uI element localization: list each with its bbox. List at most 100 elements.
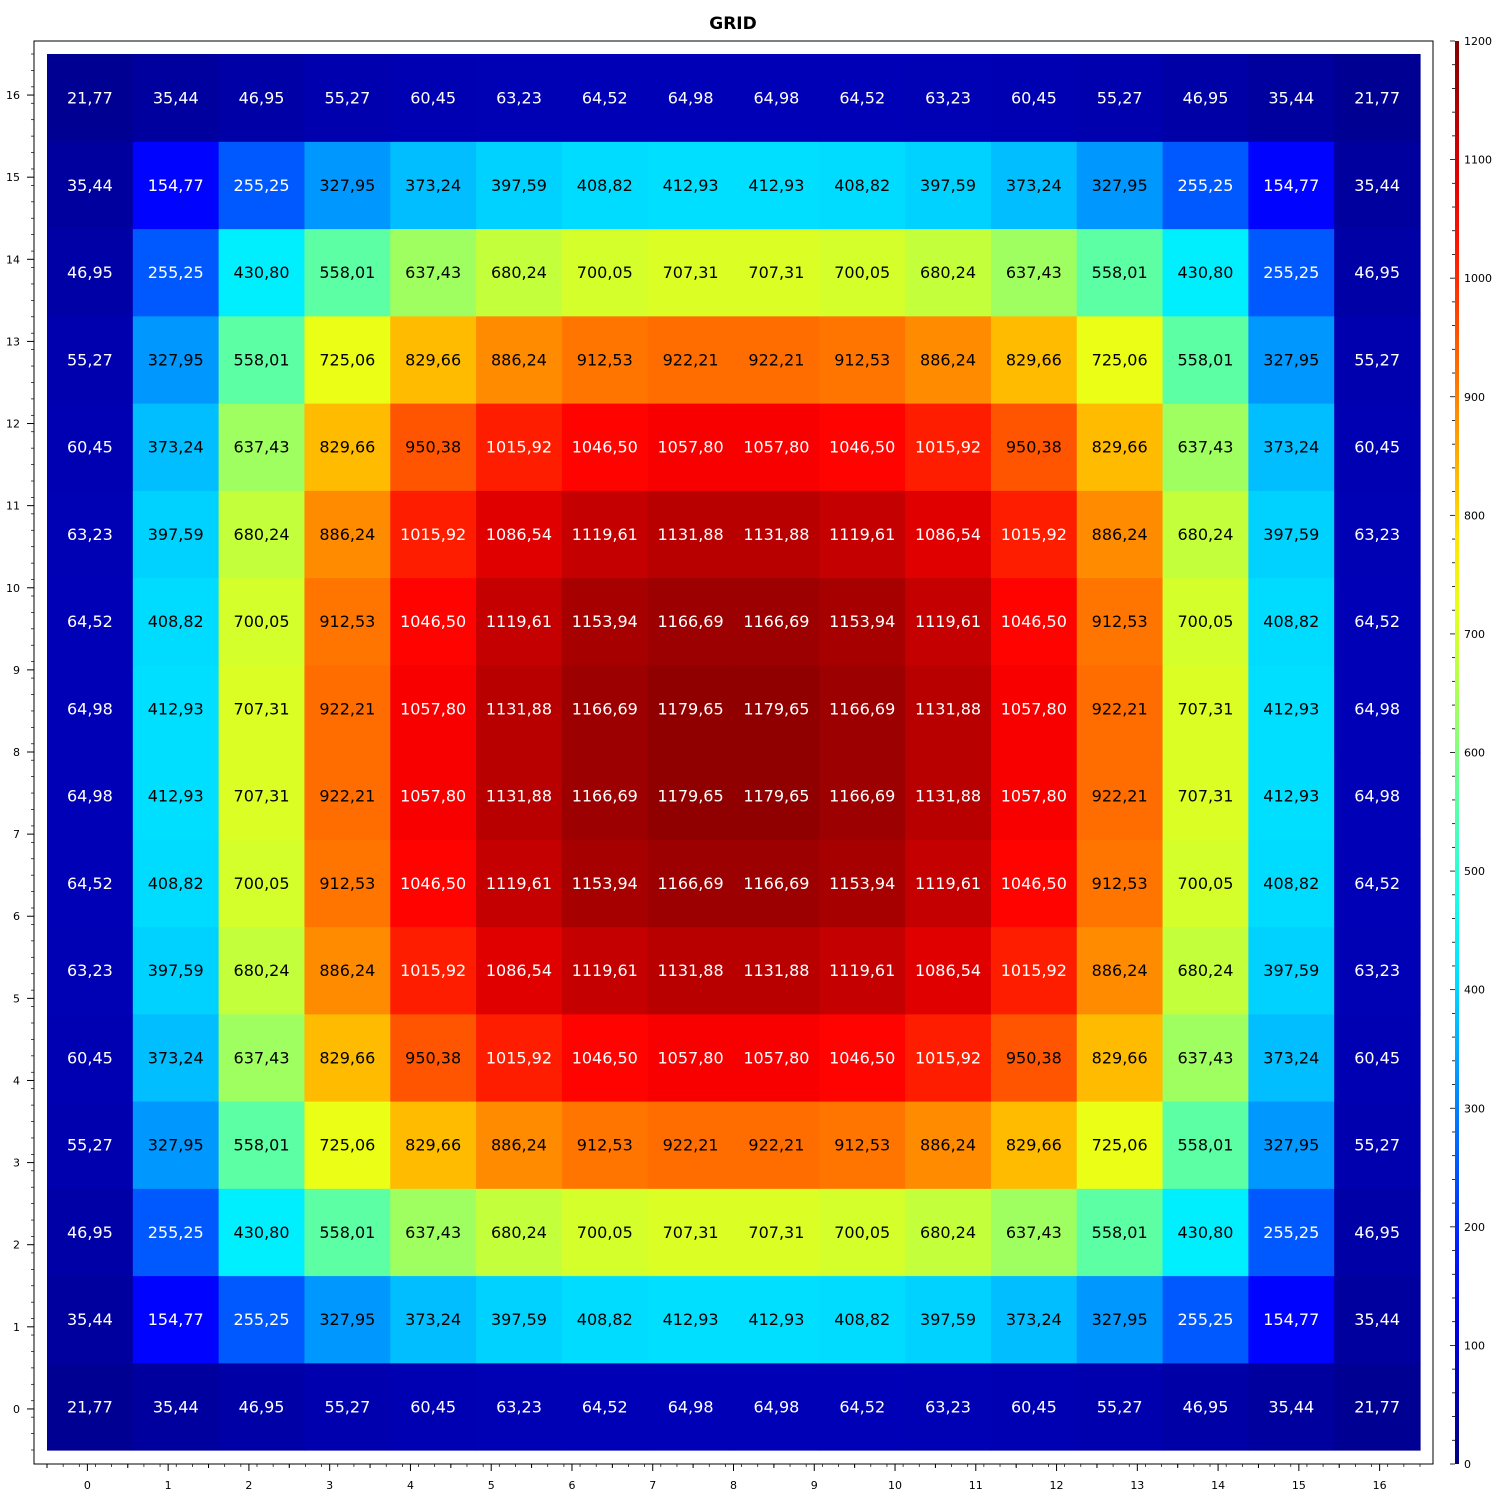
cell-value-label: 408,82 bbox=[834, 176, 890, 195]
heatmap-cell bbox=[218, 315, 306, 404]
cell-value-label: 63,23 bbox=[925, 1397, 971, 1416]
heatmap-cell bbox=[476, 54, 563, 142]
heatmap-cell bbox=[132, 228, 220, 317]
heatmap-cell bbox=[1248, 1188, 1335, 1277]
heatmap-cell bbox=[1248, 1013, 1335, 1102]
heatmap-cell bbox=[132, 926, 220, 1015]
heatmap-cell bbox=[132, 839, 220, 928]
cell-value-label: 46,95 bbox=[1183, 89, 1229, 108]
heatmap-cell bbox=[819, 664, 906, 753]
cell-value-label: 412,93 bbox=[663, 1310, 719, 1329]
cell-value-label: 1057,80 bbox=[658, 438, 724, 457]
heatmap-cell bbox=[390, 403, 477, 491]
heatmap-cell bbox=[1076, 839, 1164, 928]
colorbar-tick-label: 700 bbox=[1464, 628, 1485, 641]
cell-value-label: 1119,61 bbox=[829, 961, 895, 980]
cell-value-label: 1015,92 bbox=[486, 438, 552, 457]
heatmap-cell bbox=[1334, 228, 1421, 317]
cell-value-label: 680,24 bbox=[491, 1223, 547, 1242]
heatmap-cell bbox=[733, 1362, 820, 1451]
x-axis-tick-label: 10 bbox=[888, 1479, 902, 1492]
heatmap-cell bbox=[476, 577, 563, 666]
cell-value-label: 1119,61 bbox=[915, 612, 981, 631]
heatmap-cell bbox=[47, 1101, 134, 1189]
heatmap-cell bbox=[990, 1188, 1078, 1277]
cell-value-label: 397,59 bbox=[1263, 961, 1319, 980]
cell-value-label: 255,25 bbox=[1263, 1223, 1319, 1242]
cell-value-label: 412,93 bbox=[748, 1310, 804, 1329]
y-axis-tick-label: 0 bbox=[13, 1403, 20, 1416]
y-axis-tick-label: 4 bbox=[13, 1074, 20, 1087]
heatmap-cell bbox=[905, 1362, 992, 1451]
heatmap-cell bbox=[990, 141, 1078, 230]
heatmap-cell bbox=[647, 577, 735, 666]
cell-value-label: 408,82 bbox=[577, 176, 633, 195]
heatmap-cell bbox=[1334, 315, 1421, 404]
cell-value-label: 829,66 bbox=[1092, 1048, 1148, 1067]
heatmap-cell bbox=[1162, 1275, 1249, 1364]
cell-value-label: 1179,65 bbox=[658, 699, 724, 718]
cell-value-label: 637,43 bbox=[1177, 1048, 1233, 1067]
cell-value-label: 1057,80 bbox=[400, 787, 466, 806]
cell-value-label: 46,95 bbox=[239, 1397, 285, 1416]
cell-value-label: 1166,69 bbox=[572, 787, 638, 806]
heatmap-cell bbox=[390, 490, 477, 579]
cell-value-label: 707,31 bbox=[1177, 699, 1233, 718]
cell-value-label: 558,01 bbox=[234, 1136, 290, 1155]
heatmap-cell bbox=[733, 228, 820, 317]
cell-value-label: 63,23 bbox=[67, 961, 113, 980]
y-axis-tick-label: 10 bbox=[6, 582, 20, 595]
cell-value-label: 412,93 bbox=[748, 176, 804, 195]
heatmap-cell bbox=[1248, 490, 1335, 579]
heatmap-cell bbox=[561, 839, 649, 928]
cell-value-label: 64,98 bbox=[668, 89, 714, 108]
heatmap-cell bbox=[476, 664, 563, 753]
cell-value-label: 64,98 bbox=[67, 787, 113, 806]
heatmap-cell bbox=[1076, 926, 1164, 1015]
heatmap-cell bbox=[304, 1362, 391, 1451]
cell-value-label: 1046,50 bbox=[829, 438, 895, 457]
heatmap-cell bbox=[304, 577, 391, 666]
cell-value-label: 46,95 bbox=[67, 263, 113, 282]
cell-value-label: 55,27 bbox=[1354, 1136, 1400, 1155]
cell-value-label: 1046,50 bbox=[400, 874, 466, 893]
x-axis-tick-label: 1 bbox=[165, 1479, 172, 1492]
cell-value-label: 886,24 bbox=[491, 350, 547, 369]
cell-value-label: 558,01 bbox=[319, 1223, 375, 1242]
heatmap-cell bbox=[1334, 926, 1421, 1015]
cell-value-label: 1057,80 bbox=[1001, 699, 1067, 718]
cell-value-label: 55,27 bbox=[67, 350, 113, 369]
heatmap-cell bbox=[905, 54, 992, 142]
heatmap-cell bbox=[1248, 54, 1335, 142]
heatmap-cell bbox=[132, 315, 220, 404]
heatmap-cell bbox=[1248, 664, 1335, 753]
heatmap-cell bbox=[390, 315, 477, 404]
cell-value-label: 637,43 bbox=[234, 1048, 290, 1067]
cell-value-label: 55,27 bbox=[1097, 89, 1143, 108]
heatmap-cell bbox=[561, 141, 649, 230]
heatmap-cell bbox=[561, 926, 649, 1015]
heatmap-cell bbox=[647, 1362, 735, 1451]
cell-value-label: 707,31 bbox=[1177, 787, 1233, 806]
heatmap-cell bbox=[1162, 141, 1249, 230]
colorbar-tick-label: 0 bbox=[1464, 1458, 1471, 1471]
heatmap-cell bbox=[905, 315, 992, 404]
heatmap-cell bbox=[390, 664, 477, 753]
cell-value-label: 63,23 bbox=[496, 89, 542, 108]
heatmap-cell bbox=[1334, 839, 1421, 928]
heatmap-cell bbox=[990, 1275, 1078, 1364]
heatmap-cell bbox=[390, 839, 477, 928]
heatmap-cell bbox=[1334, 1013, 1421, 1102]
heatmap-cell bbox=[132, 54, 220, 142]
cell-value-label: 922,21 bbox=[663, 350, 719, 369]
heatmap-cell bbox=[1334, 577, 1421, 666]
x-axis-tick-label: 2 bbox=[245, 1479, 252, 1492]
cell-value-label: 255,25 bbox=[1177, 1310, 1233, 1329]
heatmap-cell bbox=[1334, 1362, 1421, 1451]
heatmap-cell bbox=[47, 577, 134, 666]
cell-value-label: 725,06 bbox=[1092, 350, 1148, 369]
y-axis-tick-label: 1 bbox=[13, 1321, 20, 1334]
heatmap-cell bbox=[561, 1275, 649, 1364]
heatmap-cell bbox=[218, 141, 306, 230]
